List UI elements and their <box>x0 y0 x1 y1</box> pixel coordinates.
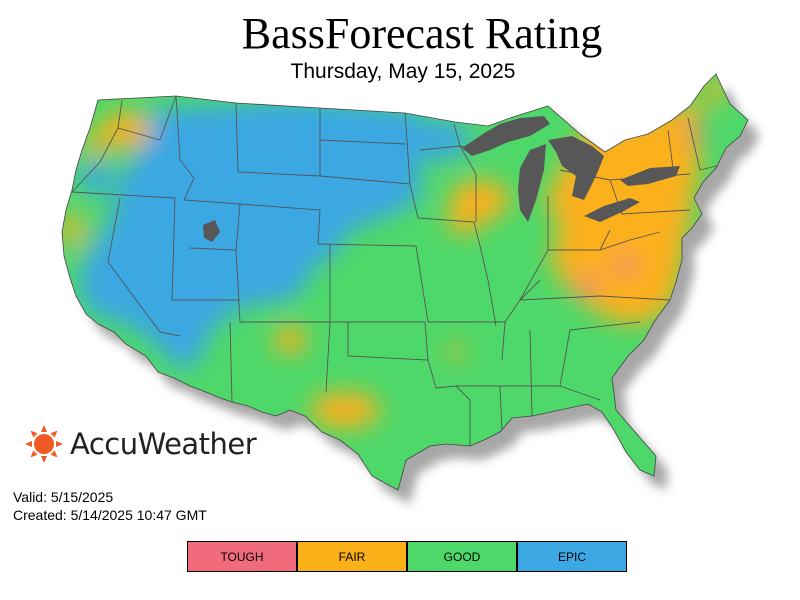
brand-name: AccuWeather <box>70 427 257 461</box>
valid-date: Valid: 5/15/2025 <box>13 489 114 505</box>
legend-epic: EPIC <box>518 542 626 571</box>
created-time: Created: 5/14/2025 10:47 GMT <box>13 507 207 523</box>
accuweather-logo: AccuWeather <box>24 424 257 464</box>
legend-good: GOOD <box>408 542 518 571</box>
map-date: Thursday, May 15, 2025 <box>290 60 516 83</box>
rating-surface <box>62 74 748 490</box>
legend-tough: TOUGH <box>188 542 298 571</box>
us-coastline <box>61 73 749 491</box>
sun-icon <box>25 425 63 463</box>
map-title: BassForecast Rating <box>241 9 603 58</box>
legend-fair-label: FAIR <box>338 549 366 564</box>
legend-tough-label: TOUGH <box>220 549 264 564</box>
rating-legend: TOUGH FAIR GOOD EPIC <box>187 541 627 572</box>
great-lakes <box>203 116 680 242</box>
legend-fair: FAIR <box>298 542 408 571</box>
legend-epic-label: EPIC <box>557 549 586 564</box>
legend-good-label: GOOD <box>443 549 481 564</box>
